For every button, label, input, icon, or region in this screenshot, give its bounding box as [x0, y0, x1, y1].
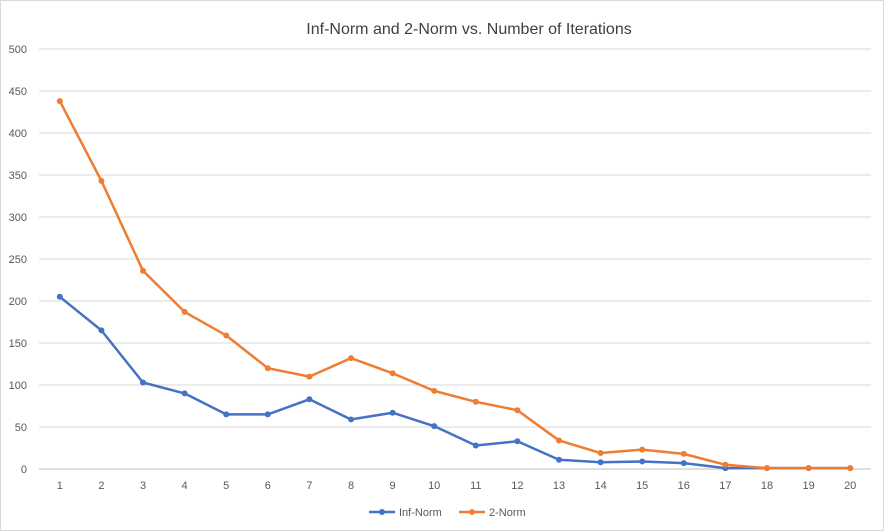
- data-point: [306, 396, 313, 403]
- data-point: [264, 365, 271, 372]
- y-tick-label: 100: [9, 380, 27, 392]
- y-tick-label: 300: [9, 212, 27, 224]
- x-tick-label: 17: [719, 480, 731, 492]
- data-point: [389, 370, 396, 377]
- legend: Inf-Norm 2-Norm: [369, 507, 526, 519]
- data-point: [348, 416, 354, 423]
- data-point: [431, 423, 438, 430]
- gridlines: [39, 48, 871, 470]
- y-tick-label: 500: [9, 44, 27, 56]
- x-tick-label: 6: [265, 480, 271, 492]
- data-point: [680, 450, 687, 457]
- x-tick-label: 15: [636, 480, 648, 492]
- x-tick-label: 11: [470, 480, 481, 492]
- x-tick-label: 7: [306, 480, 312, 492]
- data-point: [223, 332, 230, 339]
- y-tick-label: 350: [9, 170, 27, 182]
- legend-label: 2-Norm: [489, 507, 526, 519]
- series-group: [56, 98, 854, 472]
- data-point: [140, 379, 146, 386]
- y-tick-label: 400: [9, 128, 27, 140]
- y-tick-label: 50: [15, 422, 27, 434]
- data-point: [680, 460, 687, 467]
- data-point: [472, 398, 479, 405]
- y-tick-label: 0: [21, 464, 27, 476]
- chart-title: Inf-Norm and 2-Norm vs. Number of Iterat…: [306, 21, 631, 38]
- data-point: [56, 98, 63, 105]
- data-point: [597, 459, 604, 466]
- series-line: [58, 295, 852, 470]
- y-axis: 0 50 100 150 200 250 300 350 400 450 500: [9, 44, 27, 476]
- data-point: [639, 458, 646, 465]
- x-tick-label: 2: [98, 480, 104, 492]
- legend-swatch-marker: [469, 509, 475, 515]
- data-point: [98, 327, 105, 334]
- data-point: [306, 373, 313, 380]
- x-tick-label: 16: [678, 480, 690, 492]
- data-point: [764, 465, 770, 472]
- data-point: [556, 437, 562, 444]
- data-point: [223, 411, 230, 418]
- x-tick-label: 18: [761, 480, 773, 492]
- legend-label: Inf-Norm: [399, 507, 442, 519]
- legend-swatch-marker: [379, 509, 385, 515]
- data-point: [348, 355, 354, 362]
- data-point: [181, 308, 188, 315]
- x-tick-label: 19: [802, 480, 814, 492]
- data-point: [264, 411, 271, 418]
- data-point: [431, 387, 438, 394]
- x-tick-label: 4: [182, 480, 188, 492]
- data-point: [98, 177, 105, 184]
- x-tick-label: 10: [428, 480, 440, 492]
- data-point: [556, 456, 562, 463]
- y-tick-label: 200: [9, 296, 27, 308]
- x-tick-label: 1: [57, 480, 63, 492]
- data-point: [597, 450, 604, 457]
- data-point: [56, 293, 63, 300]
- data-point: [140, 267, 146, 274]
- data-point: [639, 446, 646, 453]
- data-point: [472, 442, 479, 449]
- series-line: [58, 99, 852, 470]
- y-tick-label: 250: [9, 254, 27, 266]
- data-point: [181, 390, 188, 397]
- y-tick-label: 450: [9, 86, 27, 98]
- data-point: [805, 465, 812, 472]
- x-tick-label: 12: [511, 480, 523, 492]
- x-tick-label: 8: [348, 480, 354, 492]
- x-tick-label: 9: [390, 480, 396, 492]
- x-tick-label: 5: [223, 480, 229, 492]
- x-axis: 1 2 3 4 5 6 7 8 9 10 11 12 13 14 15 16 17 18 19 20: [57, 480, 857, 492]
- data-point: [847, 465, 854, 472]
- data-point: [514, 438, 521, 445]
- x-tick-label: 13: [553, 480, 565, 492]
- data-point: [389, 409, 396, 416]
- y-tick-label: 150: [9, 338, 27, 350]
- data-point: [514, 407, 521, 414]
- data-point: [722, 461, 729, 468]
- x-tick-label: 20: [844, 480, 856, 492]
- x-tick-label: 14: [594, 480, 606, 492]
- x-tick-label: 3: [140, 480, 146, 492]
